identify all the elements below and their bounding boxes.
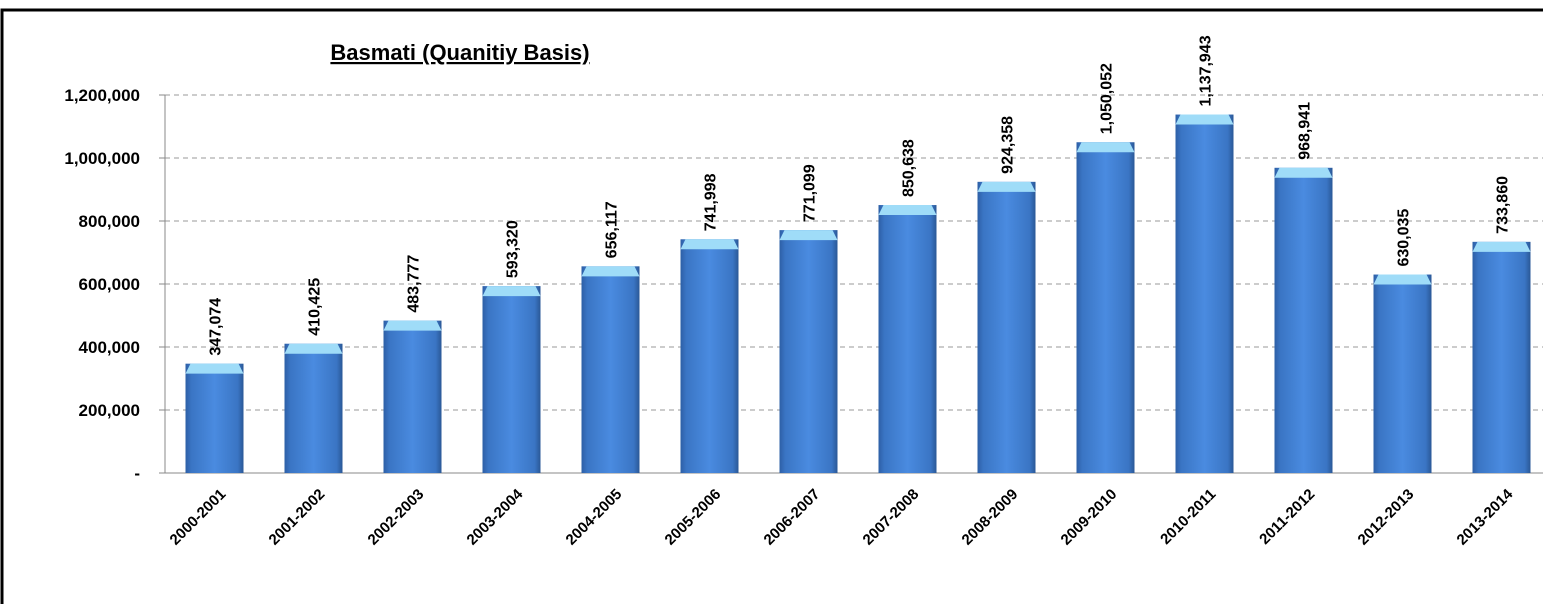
bar (383, 320, 442, 473)
x-tick-label: 2000-2001 (167, 486, 230, 549)
bar (482, 286, 541, 473)
bar (779, 230, 838, 473)
value-label: 656,117 (604, 201, 621, 258)
bar (185, 363, 244, 473)
bar (1472, 241, 1531, 473)
value-label: 924,358 (1000, 116, 1017, 174)
bar (1373, 274, 1432, 473)
value-label: 593,320 (505, 220, 522, 278)
x-tick-label: 2002-2003 (365, 486, 428, 549)
x-tick-label: 2003-2004 (464, 485, 527, 548)
value-label: 850,638 (901, 139, 918, 197)
x-tick-label: 2006-2007 (761, 486, 824, 549)
x-tick-label: 2007-2008 (860, 486, 923, 549)
value-label: 733,860 (1495, 176, 1512, 234)
value-label: 771,099 (802, 164, 819, 222)
x-tick-label: 2012-2013 (1355, 486, 1418, 549)
chart-title: Basmati (Quanitiy Basis) (330, 40, 589, 65)
bar (1175, 114, 1234, 473)
value-label: 1,050,052 (1099, 63, 1116, 134)
bar (878, 205, 937, 474)
value-label: 347,074 (208, 298, 225, 356)
value-label: 968,941 (1297, 102, 1314, 160)
x-tick-label: 2001-2002 (266, 486, 329, 549)
bar (680, 239, 739, 473)
bar-cap (1373, 274, 1432, 285)
value-label: 630,035 (1396, 209, 1413, 267)
bar-cap (383, 320, 442, 331)
y-tick-label: 400,000 (79, 338, 140, 357)
bar-cap (581, 266, 640, 277)
bar-cap (977, 181, 1036, 192)
value-label: 483,777 (406, 255, 423, 313)
bar-cap (284, 343, 343, 354)
value-label: 741,998 (703, 173, 720, 231)
value-label: 1,137,943 (1198, 35, 1215, 106)
bar (581, 266, 640, 473)
x-tick-label: 2009-2010 (1058, 486, 1121, 549)
value-label: 410,425 (307, 278, 324, 336)
y-tick-label: 600,000 (79, 275, 140, 294)
bar (1274, 167, 1333, 474)
bar-cap (1472, 241, 1531, 252)
bar-cap (482, 286, 541, 297)
y-tick-label: 1,000,000 (64, 149, 140, 168)
x-tick-label: 2005-2006 (662, 486, 725, 549)
y-tick-label: 800,000 (79, 212, 140, 231)
bar-cap (1274, 167, 1333, 178)
bar-cap (185, 363, 244, 374)
x-tick-label: 2008-2009 (959, 486, 1022, 549)
x-tick-label: 2011-2012 (1256, 486, 1318, 548)
y-tick-label: 1,200,000 (64, 86, 140, 105)
bar (284, 343, 343, 473)
chart-frame (0, 8, 1543, 609)
bar-cap (878, 205, 937, 216)
bar-cap (1076, 142, 1135, 153)
bar-cap (680, 239, 739, 250)
bar (977, 181, 1036, 474)
x-tick-label: 2004-2005 (563, 486, 626, 549)
bar (1076, 142, 1135, 473)
y-tick-label: 200,000 (79, 401, 140, 420)
x-tick-label: 2010-2011 (1157, 486, 1219, 548)
bar-cap (1175, 114, 1234, 125)
bar-cap (779, 230, 838, 241)
x-tick-label: 2013-2014 (1454, 485, 1517, 548)
y-tick-label: - (134, 464, 140, 483)
